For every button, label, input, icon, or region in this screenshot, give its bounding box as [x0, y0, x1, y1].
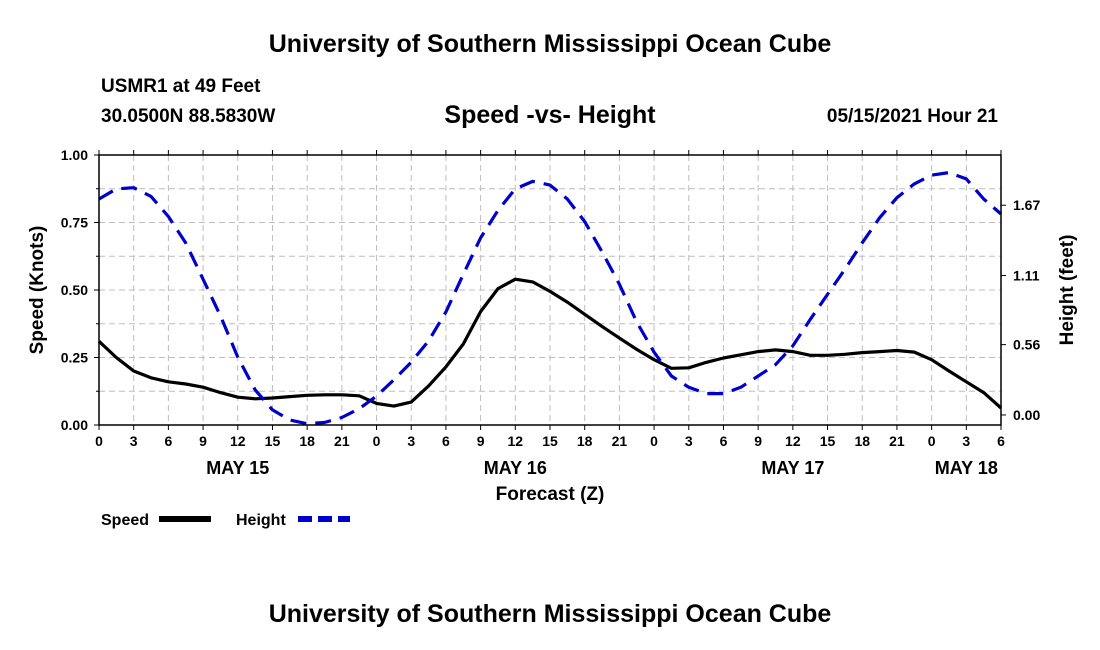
- x-tick-label: 9: [754, 433, 762, 449]
- x-tick-label: 18: [577, 433, 593, 449]
- x-tick-label: 3: [407, 433, 415, 449]
- y-axis-title: Speed (Knots): [27, 226, 48, 355]
- x-tick-label: 21: [612, 433, 628, 449]
- y2-tick-label: 0.00: [1013, 407, 1040, 423]
- day-label: MAY 17: [761, 458, 824, 478]
- chart-title: Speed -vs- Height: [444, 101, 656, 129]
- x-tick-label: 21: [334, 433, 350, 449]
- x-tick-label: 6: [997, 433, 1005, 449]
- footer-title: University of Southern Mississippi Ocean…: [268, 600, 832, 628]
- x-tick-label: 6: [720, 433, 728, 449]
- x-tick-label: 0: [928, 433, 936, 449]
- x-tick-label: 3: [685, 433, 693, 449]
- axis-ticks: [94, 150, 1006, 430]
- x-tick-label: 3: [130, 433, 138, 449]
- coordinates-label: 30.0500N 88.5830W: [101, 106, 276, 127]
- series-layer: [97, 171, 1003, 426]
- y-tick-label: 0.00: [61, 417, 88, 433]
- x-tick-label: 15: [542, 433, 558, 449]
- legend: Speed Height: [101, 512, 350, 529]
- y2-tick-label: 1.11: [1013, 268, 1040, 284]
- x-tick-label: 6: [164, 433, 172, 449]
- day-label: MAY 16: [484, 458, 547, 478]
- y2-axis-title: Height (feet): [1057, 235, 1078, 346]
- x-tick-label: 12: [230, 433, 246, 449]
- axis-labels: 0 3 6 9 12 15 18 21 0 3 6 9 12 15 18 21 0 3 6 9 12 15 18 21 0 3 6 M…: [61, 147, 1041, 478]
- x-tick-label: 0: [650, 433, 658, 449]
- x-tick-label: 9: [477, 433, 485, 449]
- grid: [99, 155, 1001, 425]
- y2-tick-label: 1.67: [1013, 197, 1040, 213]
- legend-label-speed: Speed: [101, 512, 149, 529]
- station-label: USMR1 at 49 Feet: [101, 76, 261, 97]
- day-label: MAY 18: [935, 458, 998, 478]
- y-tick-label: 0.75: [61, 215, 88, 231]
- y-tick-label: 1.00: [61, 147, 88, 163]
- x-tick-label: 18: [299, 433, 315, 449]
- page-title: University of Southern Mississippi Ocean…: [268, 30, 832, 58]
- x-tick-label: 21: [889, 433, 905, 449]
- x-tick-label: 3: [962, 433, 970, 449]
- series-speed-line: [97, 277, 1003, 410]
- x-tick-label: 15: [265, 433, 281, 449]
- x-tick-label: 6: [442, 433, 450, 449]
- y-tick-label: 0.25: [61, 350, 88, 366]
- x-tick-label: 9: [199, 433, 207, 449]
- x-axis-title: Forecast (Z): [496, 484, 605, 505]
- x-tick-label: 0: [373, 433, 381, 449]
- y2-tick-label: 0.56: [1013, 337, 1040, 353]
- x-tick-label: 12: [785, 433, 801, 449]
- x-tick-label: 15: [820, 433, 836, 449]
- legend-label-height: Height: [236, 512, 286, 529]
- x-tick-label: 18: [854, 433, 870, 449]
- x-tick-label: 0: [95, 433, 103, 449]
- forecast-datetime: 05/15/2021 Hour 21: [826, 106, 998, 127]
- x-tick-label: 12: [508, 433, 524, 449]
- series-height-line: [98, 171, 1003, 426]
- day-label: MAY 15: [206, 458, 269, 478]
- y-tick-label: 0.50: [61, 282, 88, 298]
